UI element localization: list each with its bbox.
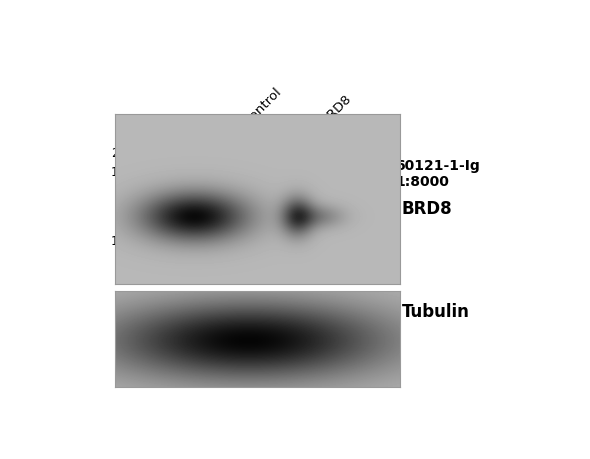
- Text: si-control: si-control: [231, 85, 284, 138]
- Text: HeLa cell: HeLa cell: [228, 373, 320, 391]
- Text: 150kd→: 150kd→: [111, 165, 158, 179]
- Text: 60121-1-Ig
1:8000: 60121-1-Ig 1:8000: [395, 159, 480, 189]
- Text: 250kd→: 250kd→: [111, 147, 158, 160]
- Text: 100kd→: 100kd→: [111, 235, 158, 247]
- Text: si-BRD8: si-BRD8: [309, 92, 355, 138]
- Text: www.ptglab.com: www.ptglab.com: [172, 189, 181, 252]
- Text: Tubulin: Tubulin: [402, 302, 470, 320]
- Text: BRD8: BRD8: [402, 200, 452, 218]
- Text: 70kd→: 70kd→: [119, 252, 158, 265]
